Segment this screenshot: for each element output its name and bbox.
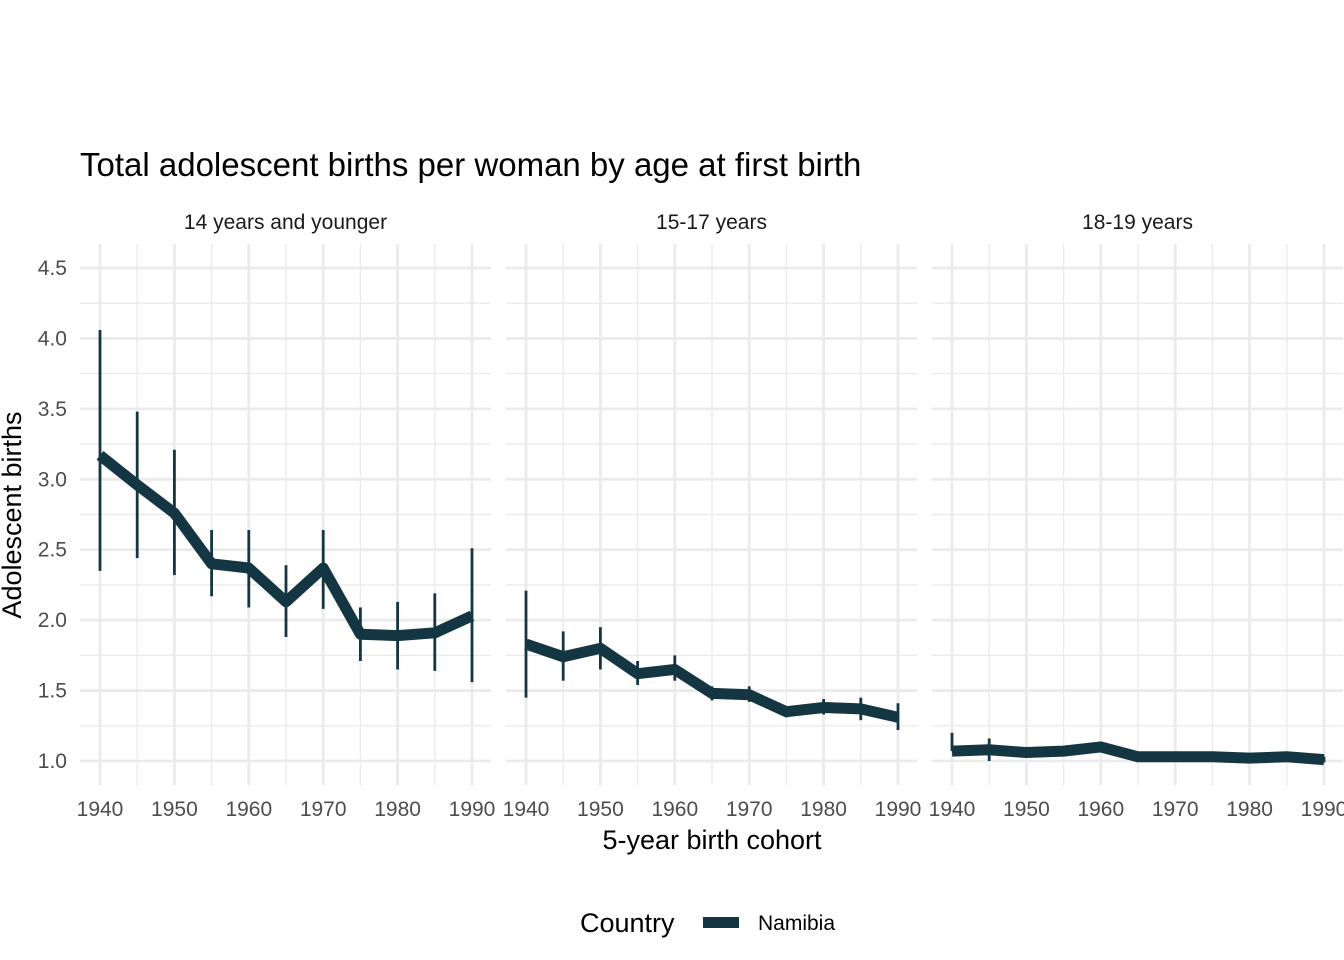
legend-title: Country bbox=[580, 908, 675, 938]
y-tick-label: 3.5 bbox=[38, 398, 67, 421]
x-tick-label: 1970 bbox=[1152, 798, 1199, 821]
x-tick-label: 1980 bbox=[1226, 798, 1273, 821]
legend: Country Namibia bbox=[580, 908, 835, 938]
x-tick-label: 1960 bbox=[1077, 798, 1124, 821]
facet-label: 18-19 years bbox=[1082, 211, 1193, 234]
x-tick-label: 1940 bbox=[77, 798, 124, 821]
chart-title: Total adolescent births per woman by age… bbox=[80, 146, 861, 183]
panel-3: 18-19 years 1940 1950 1960 1970 1980 1990 bbox=[929, 211, 1344, 821]
facet-label: 14 years and younger bbox=[184, 211, 387, 234]
y-tick-label: 2.5 bbox=[38, 539, 67, 562]
x-tick-label: 1950 bbox=[1003, 798, 1050, 821]
x-axis-title: 5-year birth cohort bbox=[602, 825, 822, 855]
y-tick-label: 2.0 bbox=[38, 609, 67, 632]
x-tick-label: 1960 bbox=[225, 798, 272, 821]
y-tick-label: 3.0 bbox=[38, 468, 67, 491]
x-tick-label: 1980 bbox=[374, 798, 421, 821]
legend-label-namibia: Namibia bbox=[758, 912, 835, 935]
x-tick-label: 1980 bbox=[800, 798, 847, 821]
y-tick-label: 4.0 bbox=[38, 327, 67, 350]
y-axis-title: Adolescent births bbox=[0, 411, 27, 618]
panel-2: 15-17 years 1940 1950 1960 1970 1980 1990 bbox=[503, 211, 922, 821]
y-tick-label: 4.5 bbox=[38, 257, 67, 280]
x-tick-label: 1940 bbox=[503, 798, 550, 821]
facet-label: 15-17 years bbox=[656, 211, 767, 234]
x-tick-label: 1970 bbox=[300, 798, 347, 821]
panel-1: 14 years and younger 1940 1950 1960 1970 1980… bbox=[77, 211, 496, 821]
x-tick-label: 1990 bbox=[875, 798, 922, 821]
chart-panels: 14 years and younger 1940 1950 1960 1970 1980… bbox=[38, 211, 1344, 821]
x-tick-label: 1990 bbox=[1301, 798, 1344, 821]
x-tick-label: 1950 bbox=[151, 798, 198, 821]
x-tick-label: 1990 bbox=[449, 798, 496, 821]
x-tick-label: 1960 bbox=[651, 798, 698, 821]
y-tick-label: 1.0 bbox=[38, 750, 67, 773]
y-tick-label: 1.5 bbox=[38, 680, 67, 703]
legend-key-namibia bbox=[703, 917, 739, 928]
x-tick-label: 1940 bbox=[929, 798, 976, 821]
x-tick-label: 1970 bbox=[726, 798, 773, 821]
x-tick-label: 1950 bbox=[577, 798, 624, 821]
